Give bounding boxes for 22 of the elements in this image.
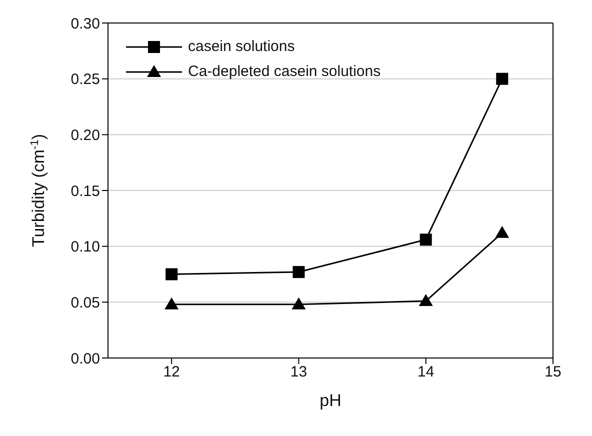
point (166, 268, 178, 280)
y-tick-label: 0.25 (70, 71, 100, 88)
point (164, 297, 179, 310)
x-tick-label: 13 (290, 364, 308, 381)
x-axis-title: pH (320, 391, 342, 410)
point (292, 266, 305, 278)
y-tick-label: 0.00 (70, 350, 100, 368)
y-tick-label: 0.15 (70, 182, 100, 200)
legend-label: casein solutions (188, 38, 295, 55)
point (420, 234, 432, 246)
y-tick-label: 0.10 (70, 238, 100, 256)
point (418, 294, 433, 306)
x-tick-label: 14 (418, 364, 434, 381)
legend-label: Ca-depleted casein solutions (188, 63, 381, 80)
y-tick-label: 0.30 (70, 15, 100, 32)
y-tick-label: 0.05 (70, 294, 100, 312)
point (496, 72, 508, 85)
x-tick-label: 12 (163, 364, 180, 381)
point (495, 226, 510, 238)
y-tick-label: 0.20 (70, 126, 100, 144)
point (292, 297, 306, 310)
x-tick-label: 15 (544, 364, 562, 381)
